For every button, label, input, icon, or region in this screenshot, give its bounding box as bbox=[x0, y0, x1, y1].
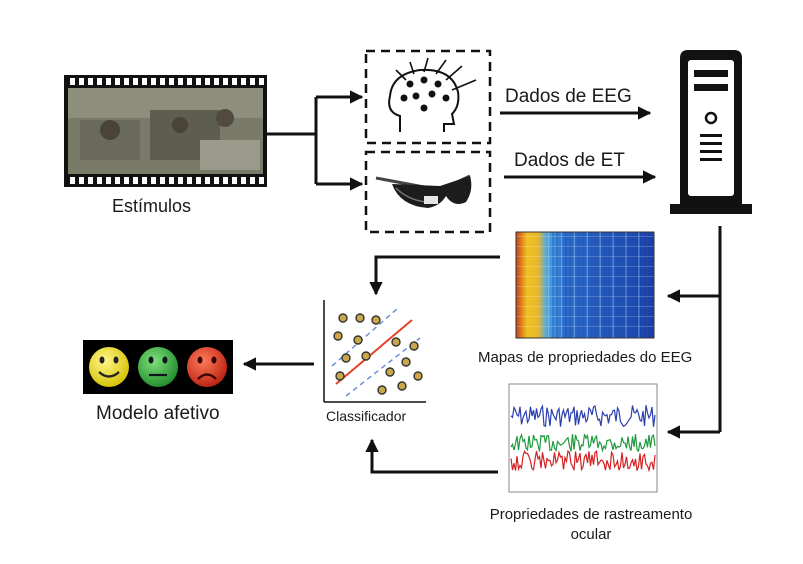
affective-model-label: Modelo afetivo bbox=[96, 403, 220, 424]
eeg-maps-label: Mapas de propriedades do EEG bbox=[478, 349, 693, 366]
svm-scatter-icon bbox=[323, 300, 426, 403]
eeg-heatmap-image bbox=[515, 231, 655, 339]
eye-tracker-glasses-icon bbox=[364, 150, 492, 234]
emoji-faces-icon bbox=[83, 340, 233, 394]
arrow-heatmap-to-classifier bbox=[369, 255, 500, 296]
eye-tracking-signal-plot bbox=[508, 383, 658, 493]
connectors bbox=[242, 90, 722, 474]
et-data-label: Dados de ET bbox=[514, 150, 625, 171]
eye-tracking-label: Propriedades de rastreamento ocular bbox=[489, 506, 693, 543]
sad-face-icon bbox=[187, 347, 227, 387]
happy-face-icon bbox=[89, 347, 129, 387]
classifier-label: Classificador bbox=[326, 408, 407, 424]
eeg-data-label: Dados de EEG bbox=[505, 86, 632, 107]
arrow-signal-to-classifier bbox=[365, 438, 498, 474]
computer-tower-icon bbox=[670, 50, 752, 214]
stimuli-label: Estímulos bbox=[112, 196, 192, 216]
eeg-head-icon bbox=[364, 49, 492, 145]
neutral-face-icon bbox=[138, 347, 178, 387]
film-strip-icon bbox=[64, 75, 267, 187]
